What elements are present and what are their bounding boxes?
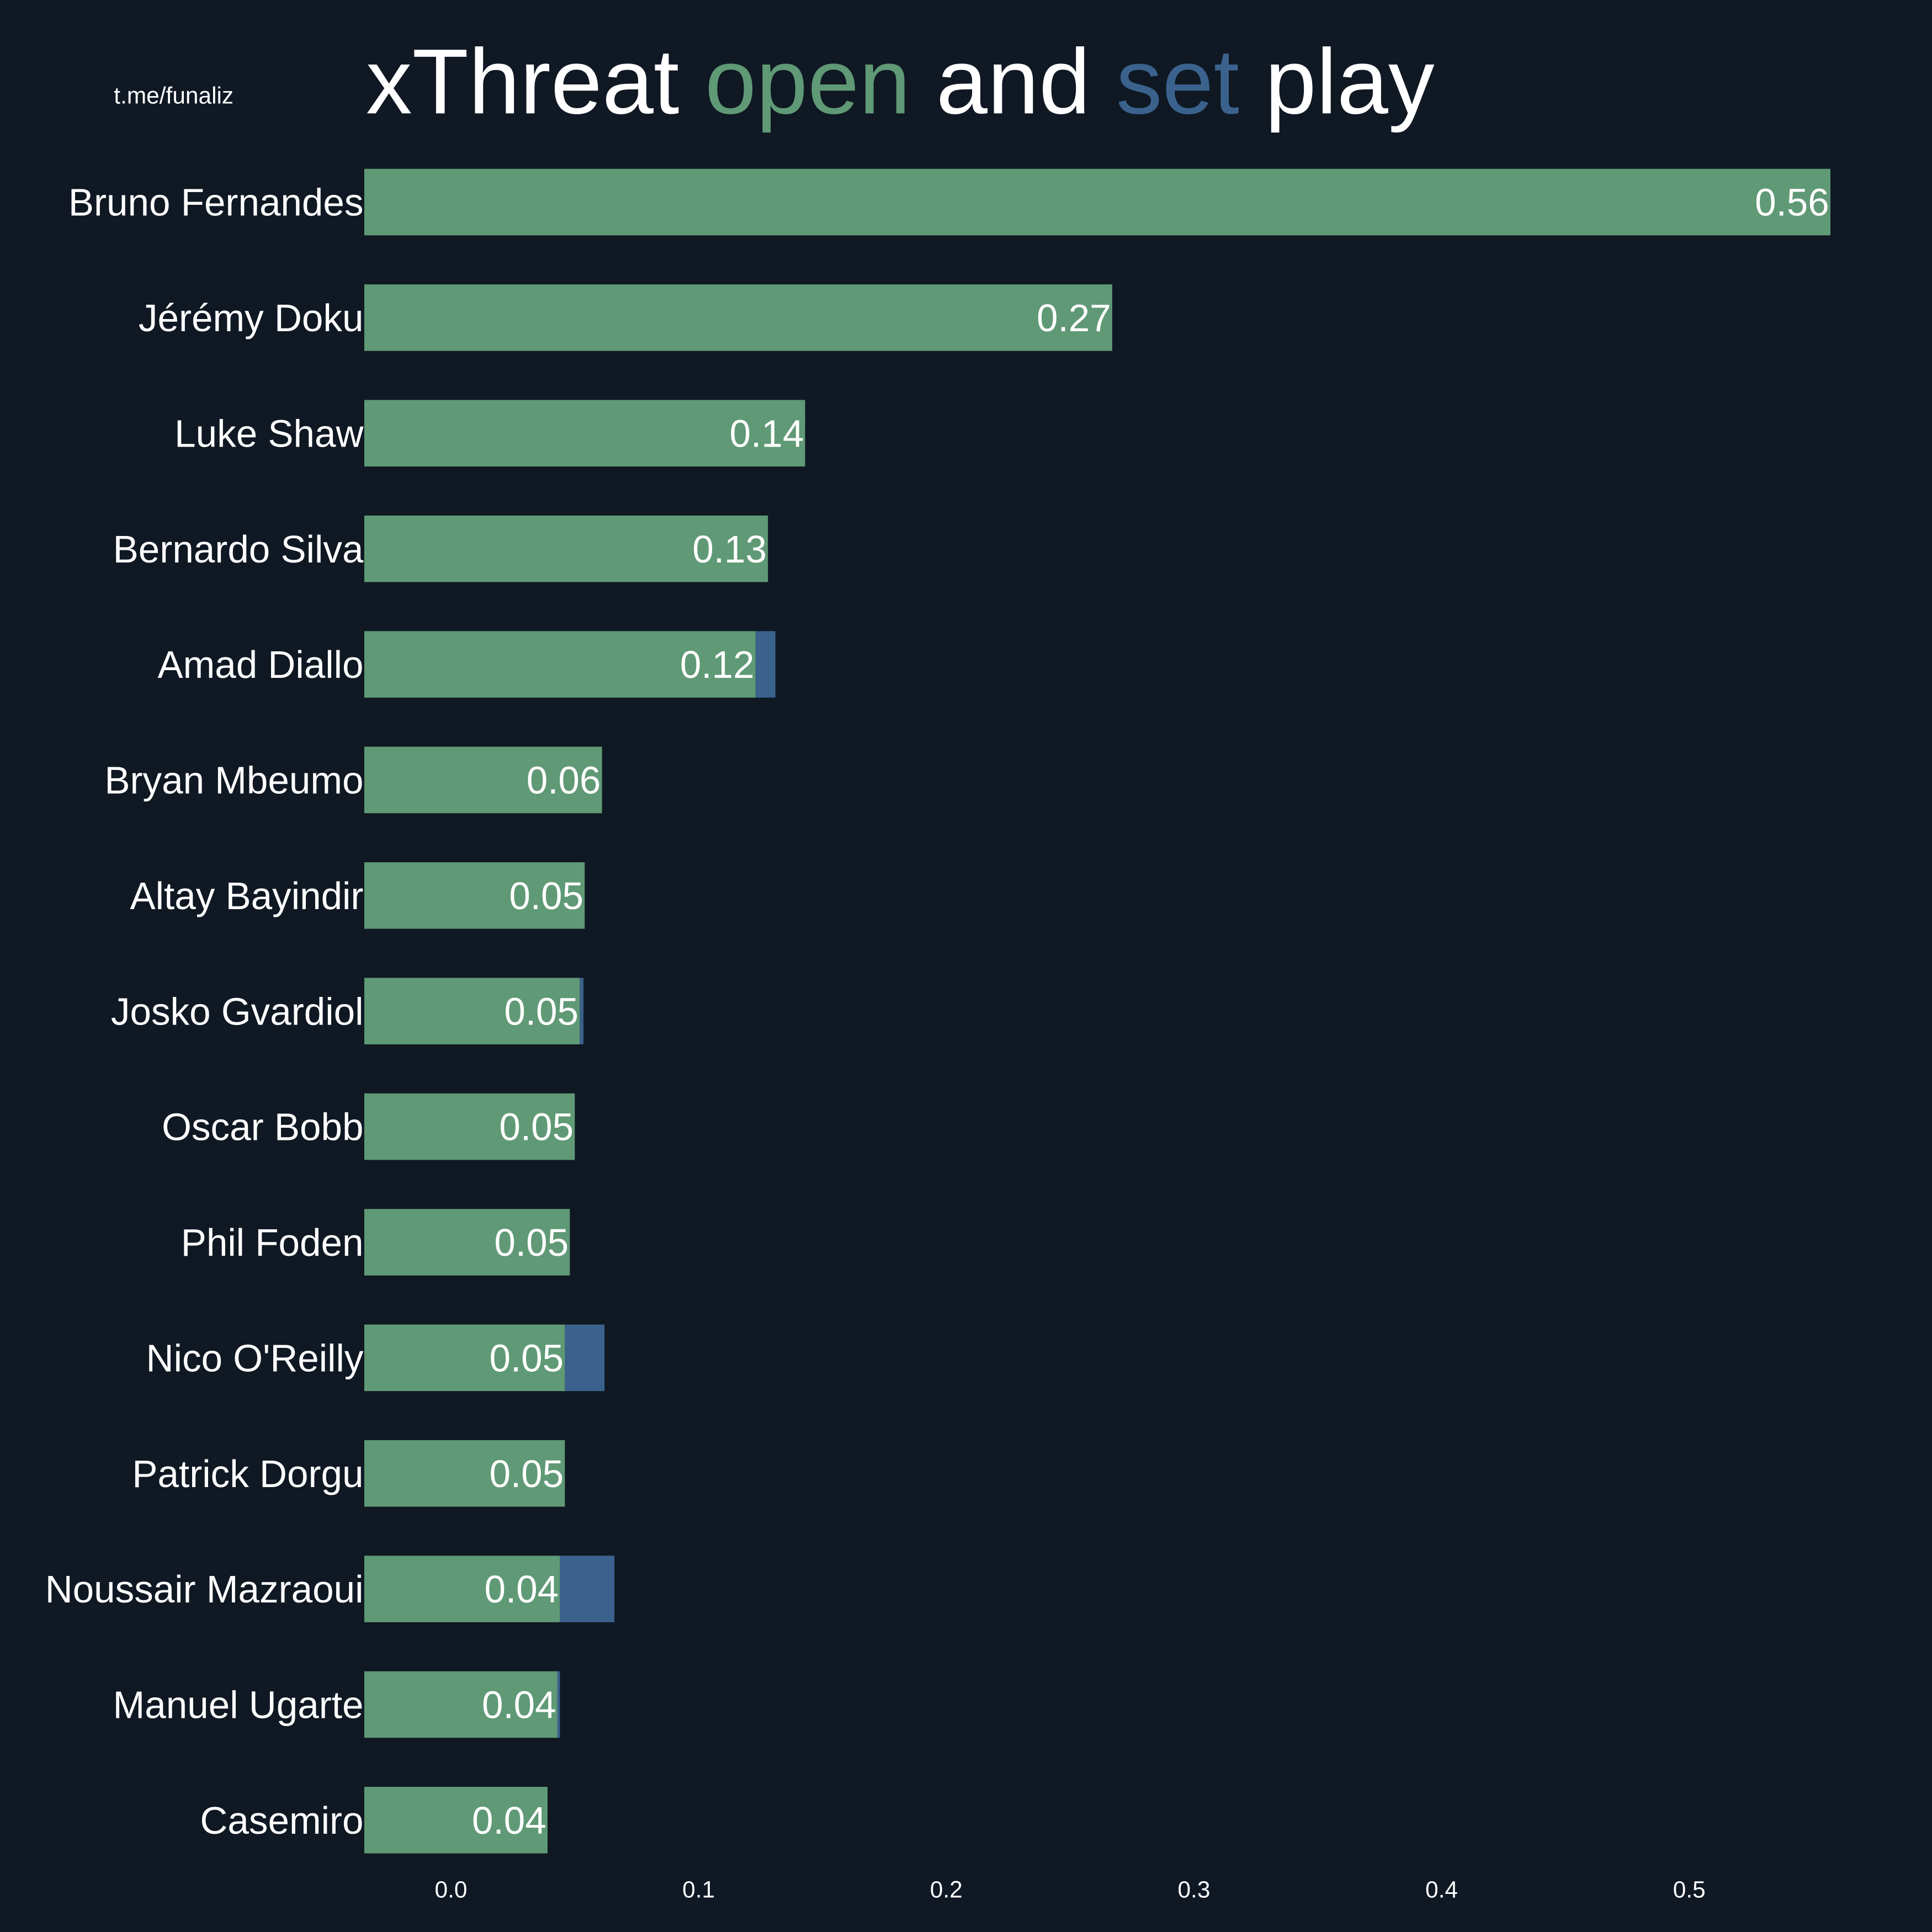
value-label: 0.04	[482, 1684, 556, 1727]
value-label: 0.56	[1755, 181, 1829, 224]
bar-segment	[364, 1209, 570, 1276]
value-label: 0.05	[489, 1336, 564, 1379]
bar-segment	[364, 631, 756, 698]
value-label: 0.05	[509, 874, 583, 917]
x-tick-label: 0.4	[1425, 1877, 1458, 1903]
chart-title: xThreat open and set play	[366, 30, 1435, 133]
y-tick-label: Amad Diallo	[157, 643, 363, 686]
value-label: 0.27	[1037, 296, 1111, 339]
value-label: 0.12	[680, 643, 755, 686]
value-label: 0.05	[494, 1221, 569, 1264]
y-tick-label: Bryan Mbeumo	[104, 759, 363, 802]
value-label: 0.05	[499, 1106, 574, 1149]
x-tick-label: 0.3	[1177, 1877, 1210, 1903]
y-tick-label: Nico O'Reilly	[146, 1336, 364, 1379]
value-label: 0.13	[692, 528, 767, 571]
bar-segment	[364, 978, 580, 1044]
bar-segment	[565, 1324, 605, 1392]
bar-segment	[364, 746, 602, 814]
y-tick-label: Oscar Bobb	[162, 1106, 363, 1149]
bar-segment	[557, 1671, 560, 1738]
title-part: and	[910, 30, 1116, 133]
bar-segment	[364, 1093, 575, 1160]
y-tick-label: Phil Foden	[181, 1221, 364, 1264]
value-label: 0.04	[484, 1568, 559, 1611]
y-tick-label: Casemiro	[200, 1799, 363, 1842]
watermark: t.me/funaliz	[114, 83, 233, 109]
y-tick-label: Noussair Mazraoui	[45, 1568, 364, 1611]
y-tick-label: Bruno Fernandes	[68, 181, 364, 224]
value-label: 0.14	[730, 412, 804, 455]
value-label: 0.04	[472, 1799, 546, 1842]
value-label: 0.05	[504, 990, 578, 1033]
title-part: set	[1116, 30, 1239, 133]
y-tick-label: Manuel Ugarte	[113, 1684, 364, 1727]
bar-segment	[364, 1671, 558, 1738]
y-tick-label: Altay Bayindir	[130, 874, 363, 917]
x-tick-label: 0.0	[434, 1877, 467, 1903]
bar-segment	[364, 1324, 565, 1392]
bar-segment	[364, 515, 768, 582]
bar-segment	[364, 1787, 548, 1854]
x-tick-label: 0.1	[682, 1877, 715, 1903]
x-tick-label: 0.2	[930, 1877, 963, 1903]
title-part: open	[705, 30, 910, 133]
bar-segment	[364, 1556, 560, 1622]
bar-segment	[364, 400, 805, 467]
bar-segment	[364, 862, 585, 929]
bar-segment	[755, 631, 776, 698]
bar-segment	[364, 284, 1112, 351]
title-part: xThreat	[366, 30, 705, 133]
y-tick-label: Patrick Dorgu	[132, 1452, 363, 1495]
bar-segment	[364, 168, 1831, 236]
bar-segment	[560, 1556, 615, 1622]
y-tick-label: Jérémy Doku	[139, 296, 364, 339]
title-part: play	[1239, 30, 1435, 133]
y-tick-label: Luke Shaw	[174, 412, 364, 455]
y-tick-label: Josko Gvardiol	[111, 990, 364, 1033]
bar-segment	[364, 1440, 565, 1507]
bar-segment	[580, 978, 583, 1044]
value-label: 0.06	[527, 759, 601, 802]
y-tick-label: Bernardo Silva	[113, 528, 364, 571]
x-tick-label: 0.5	[1673, 1877, 1706, 1903]
value-label: 0.05	[489, 1452, 564, 1495]
